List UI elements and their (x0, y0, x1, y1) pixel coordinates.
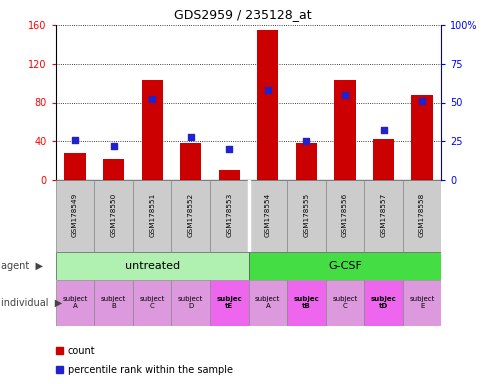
Text: GSM178555: GSM178555 (303, 192, 309, 237)
Bar (94, 280, 133, 326)
Bar (287, 280, 325, 326)
Bar (248, 280, 287, 326)
Bar (56, 180, 94, 252)
Bar (325, 180, 363, 252)
Bar (363, 180, 402, 252)
Text: GSM178551: GSM178551 (149, 192, 155, 237)
Bar (133, 180, 171, 252)
Bar (287, 180, 325, 252)
Bar (64, 153, 86, 180)
Text: subjec
tD: subjec tD (370, 296, 395, 310)
Text: subject
A: subject A (62, 296, 88, 310)
Text: count: count (67, 346, 95, 356)
Text: untreated: untreated (124, 261, 180, 271)
Bar (410, 95, 432, 180)
Point (148, 96, 156, 103)
Bar (257, 30, 278, 180)
Point (109, 143, 117, 149)
Bar (180, 143, 201, 180)
Bar (171, 280, 210, 326)
Bar (402, 180, 440, 252)
Text: GDS2959 / 235128_at: GDS2959 / 235128_at (173, 8, 311, 21)
Text: GSM178549: GSM178549 (72, 192, 78, 237)
Bar (218, 170, 240, 180)
Text: GSM178554: GSM178554 (264, 192, 270, 237)
Text: percentile rank within the sample: percentile rank within the sample (67, 365, 232, 375)
Text: subject
A: subject A (255, 296, 280, 310)
Text: GSM178553: GSM178553 (226, 192, 232, 237)
Text: subjec
tE: subjec tE (216, 296, 242, 310)
Bar (210, 180, 248, 252)
Bar (210, 280, 248, 326)
Bar (141, 80, 163, 180)
Bar (248, 180, 287, 252)
Bar (363, 280, 402, 326)
Text: subject
C: subject C (139, 296, 165, 310)
Text: G-CSF: G-CSF (327, 261, 361, 271)
Bar (333, 80, 355, 180)
Text: GSM178550: GSM178550 (110, 192, 116, 237)
Bar (171, 180, 210, 252)
Text: GSM178558: GSM178558 (418, 192, 424, 237)
Point (263, 87, 271, 93)
Bar (103, 159, 124, 180)
Bar (248, 252, 440, 280)
Text: subjec
tB: subjec tB (293, 296, 318, 310)
Text: GSM178557: GSM178557 (380, 192, 386, 237)
Text: subject
B: subject B (101, 296, 126, 310)
Point (417, 98, 425, 104)
Text: subject
E: subject E (408, 296, 434, 310)
Bar (325, 280, 363, 326)
Text: subject
D: subject D (178, 296, 203, 310)
Point (186, 134, 194, 140)
Point (71, 137, 79, 143)
Bar (372, 139, 393, 180)
Point (379, 127, 387, 134)
Point (340, 92, 348, 98)
Bar (295, 143, 317, 180)
Text: GSM178556: GSM178556 (341, 192, 347, 237)
Bar (56, 252, 248, 280)
Bar (133, 280, 171, 326)
Text: individual  ▶: individual ▶ (1, 298, 62, 308)
Text: GSM178552: GSM178552 (187, 192, 193, 237)
Bar (56, 280, 94, 326)
Point (225, 146, 233, 152)
Text: subject
C: subject C (332, 296, 357, 310)
Point (302, 138, 310, 144)
Text: agent  ▶: agent ▶ (1, 261, 43, 271)
Bar (94, 180, 133, 252)
Bar (402, 280, 440, 326)
